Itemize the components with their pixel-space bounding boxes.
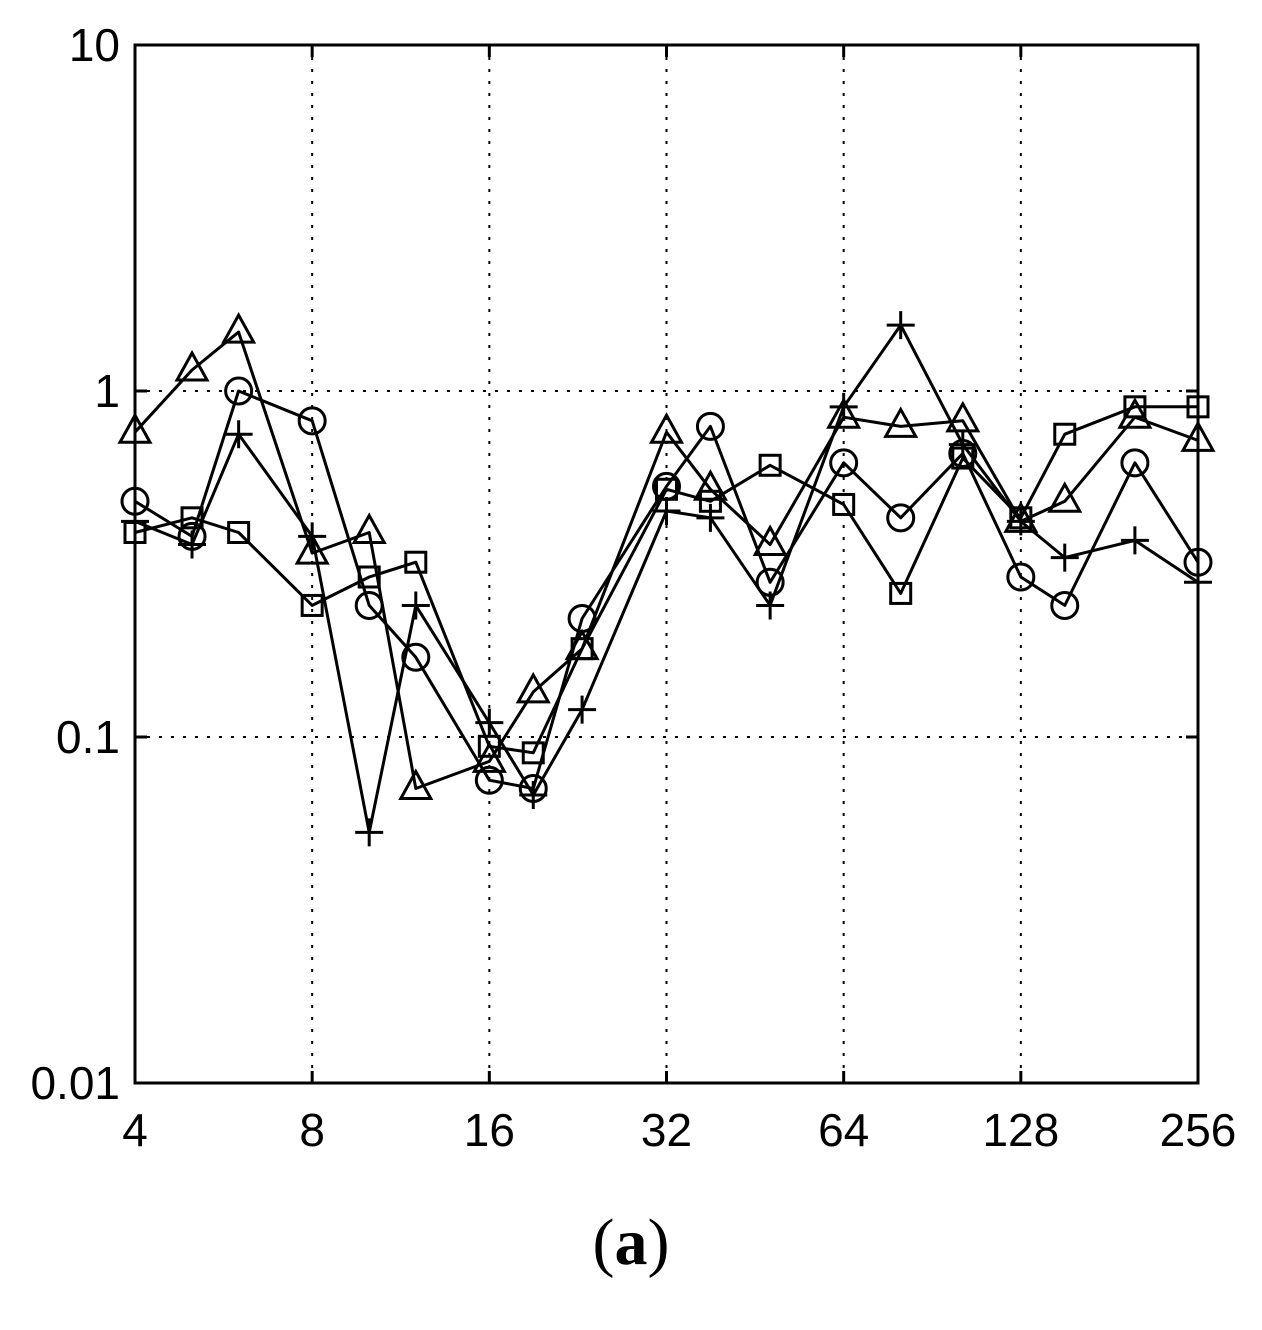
point-triangle bbox=[826, 397, 862, 429]
point-triangle bbox=[117, 412, 153, 444]
point-plus bbox=[519, 780, 548, 809]
y-tick-label: 1 bbox=[94, 365, 120, 417]
point-plus bbox=[224, 420, 253, 449]
x-tick-label: 256 bbox=[1160, 1104, 1237, 1156]
y-tick-label: 10 bbox=[69, 19, 120, 71]
y-axis-tick-labels: 0.01 0.1 1 10 bbox=[30, 19, 120, 1109]
point-triangle bbox=[398, 768, 434, 800]
point-circle bbox=[1006, 562, 1036, 592]
grid-lines bbox=[135, 45, 1198, 1083]
point-circle bbox=[1050, 590, 1080, 620]
point-plus bbox=[696, 503, 725, 532]
point-plus bbox=[1184, 568, 1212, 597]
point-circle bbox=[354, 590, 384, 620]
point-square bbox=[951, 446, 975, 470]
point-triangle bbox=[515, 671, 551, 704]
point-triangle bbox=[752, 524, 788, 557]
point-square bbox=[357, 565, 381, 589]
x-axis-tick-labels: 4 8 16 32 64 128 256 bbox=[122, 1104, 1236, 1156]
point-triangle bbox=[883, 406, 919, 438]
point-plus bbox=[829, 392, 858, 421]
point-triangle bbox=[221, 312, 257, 344]
caption-close-paren: ) bbox=[647, 1206, 670, 1279]
y-tick-label: 0.01 bbox=[30, 1057, 120, 1109]
axis-ticks bbox=[133, 43, 1200, 1085]
x-tick-label: 64 bbox=[818, 1104, 869, 1156]
point-triangle bbox=[1117, 397, 1153, 429]
point-square bbox=[180, 506, 204, 530]
point-plus bbox=[886, 311, 915, 340]
point-square bbox=[123, 520, 147, 544]
x-tick-label: 32 bbox=[641, 1104, 692, 1156]
point-triangle bbox=[648, 412, 685, 444]
series-layer bbox=[117, 311, 1216, 847]
point-circle bbox=[886, 503, 916, 533]
line-chart: 4 8 16 32 64 128 256 0.01 0.1 1 10 bbox=[30, 19, 1236, 1156]
point-plus bbox=[948, 430, 977, 459]
point-triangle bbox=[174, 349, 210, 382]
point-triangle bbox=[294, 533, 330, 565]
point-circle bbox=[474, 765, 504, 795]
point-circle bbox=[297, 406, 327, 436]
point-square bbox=[655, 477, 678, 501]
point-circle bbox=[567, 604, 597, 634]
point-circle bbox=[224, 376, 254, 406]
point-plus bbox=[401, 591, 430, 620]
caption-open-paren: ( bbox=[592, 1206, 615, 1279]
series-line-plus bbox=[134, 323, 1199, 834]
point-plus bbox=[178, 530, 207, 559]
point-plus bbox=[298, 522, 327, 551]
point-circle bbox=[695, 411, 725, 441]
x-tick-label: 4 bbox=[122, 1104, 148, 1156]
point-plus bbox=[568, 695, 597, 724]
point-circle bbox=[829, 448, 859, 478]
point-square bbox=[477, 734, 501, 758]
point-square bbox=[698, 489, 722, 513]
point-square bbox=[404, 550, 428, 574]
point-plus bbox=[652, 496, 681, 525]
point-square bbox=[521, 741, 545, 765]
point-triangle bbox=[1047, 481, 1083, 513]
series-circle bbox=[120, 376, 1213, 803]
x-tick-label: 8 bbox=[299, 1104, 325, 1156]
point-plus bbox=[1120, 526, 1149, 555]
point-square bbox=[300, 593, 324, 617]
point-circle bbox=[1120, 448, 1150, 478]
point-square bbox=[1053, 422, 1077, 446]
x-tick-label: 128 bbox=[982, 1104, 1059, 1156]
point-circle bbox=[401, 642, 431, 672]
series-line-square bbox=[134, 405, 1198, 755]
point-triangle bbox=[1180, 420, 1216, 452]
figure-caption: (a) bbox=[0, 1205, 1262, 1281]
point-plus bbox=[355, 818, 384, 847]
point-triangle bbox=[692, 469, 728, 501]
point-triangle bbox=[351, 512, 387, 544]
point-plus bbox=[756, 591, 785, 620]
x-tick-label: 16 bbox=[464, 1104, 515, 1156]
point-square bbox=[832, 492, 856, 516]
point-square bbox=[1123, 395, 1147, 419]
point-square bbox=[889, 581, 913, 605]
caption-letter: a bbox=[614, 1206, 648, 1279]
point-square bbox=[227, 520, 251, 544]
series-square bbox=[123, 395, 1210, 765]
point-square bbox=[570, 637, 594, 661]
point-plus bbox=[1050, 543, 1079, 572]
series-line-triangle bbox=[133, 330, 1199, 790]
point-square bbox=[758, 453, 782, 477]
point-square bbox=[1009, 506, 1033, 530]
point-triangle bbox=[471, 741, 507, 773]
y-tick-label: 0.1 bbox=[56, 711, 120, 763]
series-line-circle bbox=[134, 389, 1200, 790]
point-square bbox=[1186, 395, 1210, 419]
series-triangle bbox=[117, 312, 1216, 800]
